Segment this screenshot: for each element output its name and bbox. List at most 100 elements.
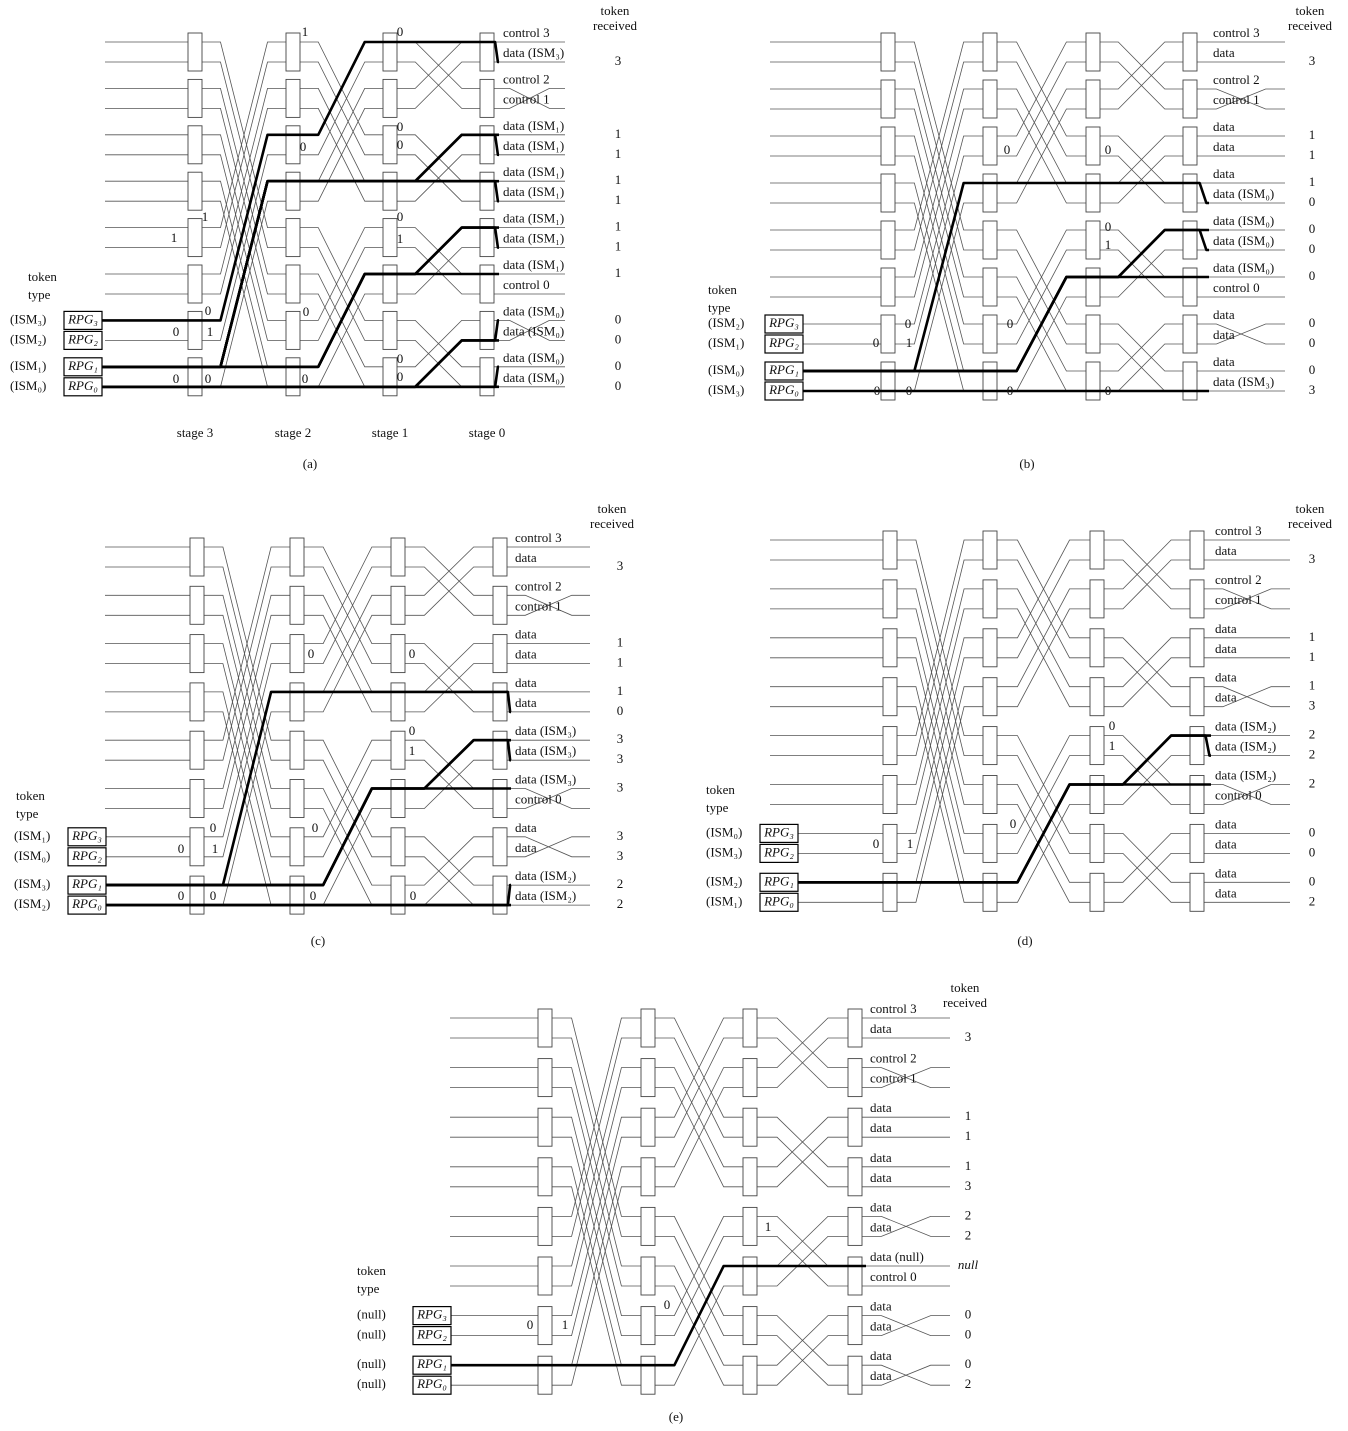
output-label: data — [1213, 166, 1235, 181]
output-label: data — [1213, 119, 1235, 134]
link — [405, 547, 493, 595]
token-received: 1 — [1309, 649, 1316, 664]
token-received-header: token — [1296, 501, 1325, 516]
input-type: (ISM₂) — [706, 873, 742, 888]
token-type-header: type — [706, 800, 729, 815]
token-received: 3 — [617, 558, 624, 573]
switch-label: 0 — [397, 137, 404, 152]
switch-label: 0 — [205, 303, 212, 318]
switch — [290, 780, 304, 818]
switch — [881, 221, 895, 259]
switch — [1090, 824, 1104, 862]
switch — [881, 33, 895, 71]
token-received: 1 — [1309, 147, 1316, 162]
switch — [883, 776, 897, 814]
switch — [848, 1108, 862, 1146]
switch-label: 0 — [397, 119, 404, 134]
switch — [1086, 362, 1100, 400]
switch — [190, 876, 204, 914]
switch-label: 0 — [906, 383, 913, 398]
rpg-label: RPG₀ — [768, 382, 799, 397]
output-label: data — [1215, 865, 1237, 880]
output-label: data (ISM₃) — [515, 723, 576, 738]
switch-label: 1 — [302, 24, 309, 39]
input-type: (ISM₃) — [706, 844, 742, 859]
switch — [290, 538, 304, 576]
token-received: 1 — [617, 635, 624, 650]
switch — [983, 174, 997, 212]
output-label: data — [870, 1219, 892, 1234]
switch-label: 0 — [312, 820, 319, 835]
switch — [883, 580, 897, 618]
switch — [391, 780, 405, 818]
switch — [881, 268, 895, 306]
output-label: data (ISM₁) — [503, 257, 564, 272]
token-type-header: type — [357, 1281, 380, 1296]
switch — [848, 1158, 862, 1196]
token-received: 3 — [1309, 551, 1316, 566]
panel: tokenreceivedtokentype(ISM₁)RPG₃(ISM₀)RP… — [14, 501, 635, 948]
link — [757, 1236, 848, 1286]
route — [102, 340, 499, 386]
switch-label: 0 — [397, 369, 404, 384]
route — [102, 320, 499, 386]
input-type: (ISM₀) — [14, 848, 50, 863]
switch — [188, 219, 202, 257]
switch — [1183, 362, 1197, 400]
switch — [1090, 531, 1104, 569]
stage-label: stage 2 — [275, 425, 311, 440]
output-label: control 1 — [1213, 92, 1260, 107]
switch — [383, 172, 397, 210]
input-type: (ISM₁) — [10, 358, 46, 373]
switch — [480, 33, 494, 71]
token-received: 1 — [617, 655, 624, 670]
output-label: data — [1215, 641, 1237, 656]
output-label: control 2 — [1213, 72, 1260, 87]
token-received: 1 — [965, 1108, 972, 1123]
token-received-header: received — [590, 516, 635, 531]
switch — [391, 828, 405, 866]
token-received: 0 — [615, 311, 622, 326]
switch — [1090, 580, 1104, 618]
switch — [286, 33, 300, 71]
output-label: data — [1213, 45, 1235, 60]
switch — [188, 33, 202, 71]
switch — [641, 1059, 655, 1097]
switch-label: 1 — [906, 335, 913, 350]
switch — [391, 876, 405, 914]
switch — [881, 174, 895, 212]
output-label: data (ISM₀) — [503, 303, 564, 318]
switch — [641, 1257, 655, 1295]
switch-label: 0 — [410, 888, 417, 903]
input-type: (ISM₂) — [10, 331, 46, 346]
rpg-label: RPG₁ — [416, 1356, 447, 1371]
switch — [1090, 678, 1104, 716]
switch — [641, 1207, 655, 1245]
switch — [190, 780, 204, 818]
switch-label: 0 — [173, 371, 180, 386]
switch — [641, 1356, 655, 1394]
stage-label: stage 1 — [372, 425, 408, 440]
switch — [1190, 531, 1204, 569]
link — [397, 155, 480, 201]
switch-label: 1 — [171, 230, 178, 245]
switch-label: 0 — [210, 820, 217, 835]
switch — [983, 824, 997, 862]
switch — [983, 268, 997, 306]
input-type: (null) — [357, 1307, 386, 1322]
output-label: control 0 — [870, 1269, 917, 1284]
switch-label: 1 — [765, 1219, 772, 1234]
switch — [391, 586, 405, 624]
switch — [641, 1009, 655, 1047]
token-received: 1 — [1309, 174, 1316, 189]
switch — [480, 172, 494, 210]
switch — [743, 1158, 757, 1196]
token-received: 3 — [1309, 382, 1316, 397]
switch — [286, 172, 300, 210]
switch — [743, 1059, 757, 1097]
switch — [1183, 80, 1197, 118]
switch — [188, 265, 202, 303]
switch-label: 0 — [409, 646, 416, 661]
link — [757, 1018, 848, 1068]
switch — [641, 1158, 655, 1196]
